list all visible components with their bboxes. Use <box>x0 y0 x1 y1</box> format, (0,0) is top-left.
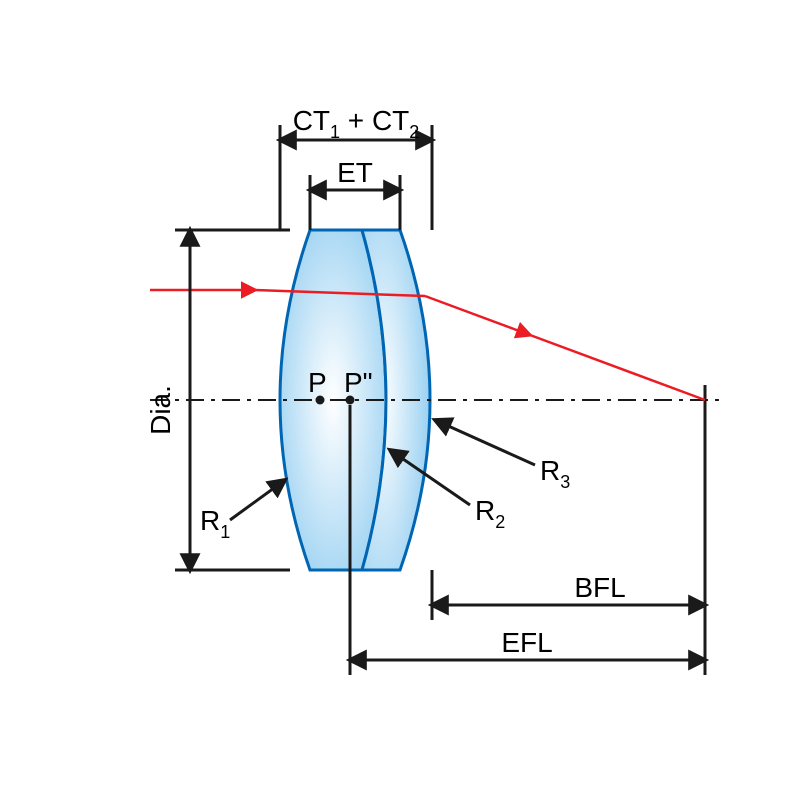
svg-text:R2: R2 <box>475 495 505 532</box>
svg-text:ET: ET <box>337 157 373 188</box>
svg-text:R3: R3 <box>540 455 570 492</box>
svg-text:Dia.: Dia. <box>145 385 176 435</box>
label-p: P <box>308 367 327 398</box>
label-ct: CT1 + CT2 <box>293 105 420 142</box>
leader-r1: R1 <box>200 480 285 542</box>
label-p2: P" <box>344 367 373 398</box>
svg-text:R1: R1 <box>200 505 230 542</box>
leader-r3: R3 <box>435 420 570 492</box>
svg-text:BFL: BFL <box>574 572 625 603</box>
svg-text:EFL: EFL <box>501 627 552 658</box>
dim-et: ET <box>310 157 400 230</box>
dim-bfl: BFL <box>432 415 705 675</box>
